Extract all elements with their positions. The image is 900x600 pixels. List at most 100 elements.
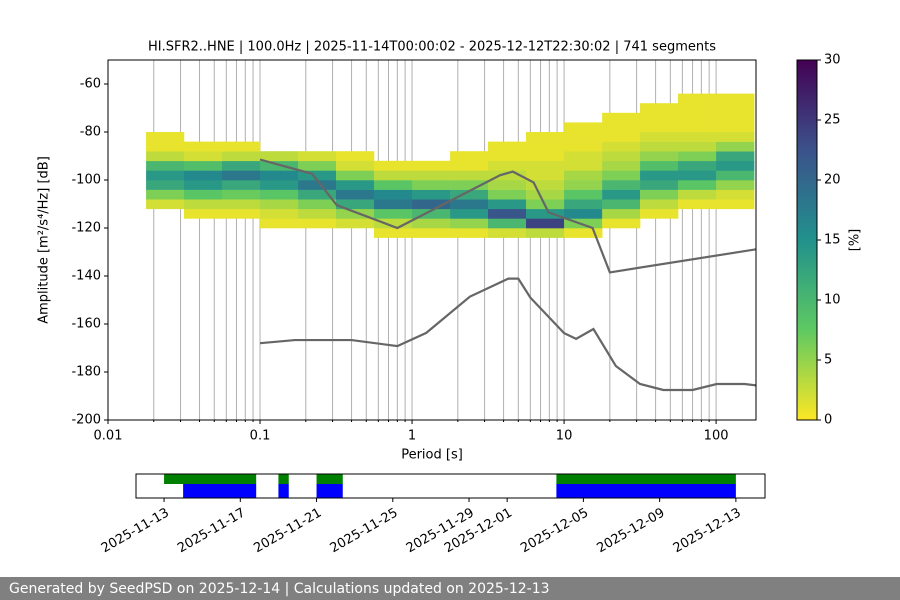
heatmap-cell [260,170,299,181]
heatmap-cell [602,180,641,190]
heatmap-cell [640,112,679,123]
heatmap-cell [374,218,413,229]
heatmap-cell [488,160,527,171]
heatmap-cell [488,151,527,162]
heatmap-cell [526,141,565,152]
heatmap-cell [221,160,261,171]
heatmap-cell [335,218,375,229]
heatmap-cell [716,122,755,133]
heatmap-cell [526,189,565,200]
heatmap-cell [678,93,717,104]
heatmap-cell [374,208,413,219]
heatmap-cell [298,199,337,210]
heatmap-cell [335,208,375,219]
heatmap-cell [564,160,603,171]
heatmap-cell [221,208,261,219]
heatmap-cell [488,199,527,210]
heatmap-cell [488,218,527,229]
data-span [278,484,289,498]
heatmap-cell [221,170,261,181]
heatmap-cell [678,112,717,123]
data-span [556,474,736,484]
heatmap-cell [146,199,185,210]
heatmap-cell [526,180,565,190]
heatmap-cell [602,132,641,142]
heatmap-cell [412,160,451,171]
heatmap-cell [640,122,679,133]
data-span [556,484,736,498]
heatmap-cell [640,189,679,200]
heatmap-cell [640,180,679,190]
noise-model-line [259,158,756,274]
heatmap-cell [374,160,413,171]
y-tick-label: -60 [80,77,101,92]
heatmap-cell [564,170,603,181]
heatmap-cell [716,103,755,114]
x-tick-label: 2025-11-25 [328,506,401,557]
y-tick-label: -180 [71,365,101,380]
y-tick-label: -100 [71,173,101,188]
footer-text: Generated by SeedPSD on 2025-12-14 | Cal… [9,581,550,597]
data-span [316,484,343,498]
heatmap-cell [335,180,375,190]
colorbar-tick-label: 10 [824,293,841,308]
heatmap-cell [602,151,641,162]
heatmap-cell [716,112,755,123]
heatmap-cell [412,189,451,200]
heatmap-cell [146,151,185,162]
heatmap-cell [488,228,527,238]
heatmap-cell [640,103,679,114]
heatmap-cell [716,160,755,171]
heatmap-cell [678,160,717,171]
x-tick-label: 2025-11-17 [175,506,248,557]
heatmap-cell [640,170,679,181]
x-tick-label: 0.01 [94,429,123,444]
heatmap-cell [716,151,755,162]
heatmap-cell [640,151,679,162]
heatmap-cell [260,218,299,229]
heatmap-cell [298,180,337,190]
heatmap-cell [260,180,299,190]
colorbar-tick-label: 5 [824,353,832,368]
heatmap-cell [335,199,375,210]
heatmap-cell [412,228,451,238]
heatmap-cell [450,199,489,210]
timeline [164,474,736,498]
heatmap-cell [678,103,717,114]
heatmap-cell [412,208,451,219]
heatmap-cell [716,189,755,200]
heatmap-cell [298,151,337,162]
heatmap-cell [488,170,527,181]
heatmap-cell [602,141,641,152]
heatmap-cell [221,189,261,200]
timeline-frame [135,473,766,499]
heatmap-cell [183,151,223,162]
heatmap-cell [298,189,337,200]
heatmap-cell [602,208,641,219]
heatmap-cell [260,199,299,210]
heatmap-cell [450,170,489,181]
heatmap-cell [488,208,527,219]
heatmap-cell [716,170,755,181]
heatmap-cell [564,199,603,210]
heatmap-cell [412,199,451,210]
heatmap-cell [488,189,527,200]
colorbar-tick-label: 25 [824,113,841,128]
heatmap-cell [716,141,755,152]
heatmap-cell [602,160,641,171]
heatmap-cell [640,141,679,152]
y-tick-label: -120 [71,221,101,236]
heatmap-cell [678,151,717,162]
heatmap-cell [526,170,565,181]
y-axis-label: Amplitude [m²/s⁴/Hz] [dB] [37,156,52,324]
colorbar-tick-label: 20 [824,173,841,188]
heatmap-cell [602,218,641,229]
heatmap-cell [260,189,299,200]
heatmap-cell [146,132,185,142]
heatmap-cell [526,228,565,238]
heatmap-cell [183,199,223,210]
noise-model-line [259,277,756,392]
heatmap-cell [183,170,223,181]
heatmap-cell [678,180,717,190]
